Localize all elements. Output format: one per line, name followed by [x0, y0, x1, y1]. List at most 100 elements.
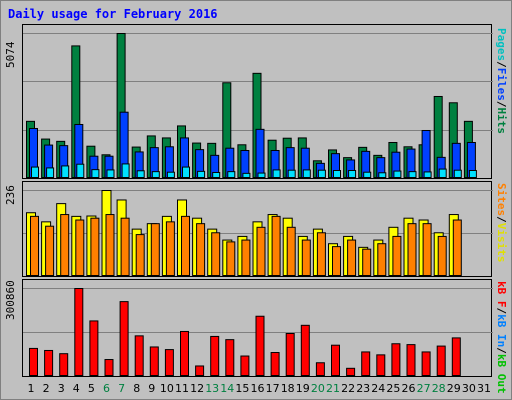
bar-pages-day-18: [287, 169, 296, 178]
kb-chart: [23, 288, 493, 377]
bar-sites-day-29: [452, 219, 462, 276]
bar-sites-day-14: [226, 241, 236, 276]
x-tick-day-3: 3: [57, 382, 65, 395]
bar-sites-day-26: [407, 223, 417, 276]
x-tick-day-28: 28: [431, 382, 446, 395]
bar-pages-day-17: [272, 169, 281, 178]
bar-kbf-day-8: [134, 335, 144, 376]
x-tick-day-15: 15: [235, 382, 250, 395]
kb-panel: [22, 279, 493, 377]
bar-sites-day-12: [196, 223, 206, 276]
bar-kbf-day-18: [285, 333, 295, 376]
bar-sites-day-20: [316, 232, 326, 276]
bar-sites-day-25: [392, 235, 402, 276]
legend-sites: Sites: [495, 183, 508, 217]
bar-pages-day-20: [317, 169, 326, 178]
x-tick-day-16: 16: [250, 382, 265, 395]
bar-kbf-day-12: [195, 365, 205, 376]
bar-sites-day-17: [271, 215, 281, 276]
x-tick-day-6: 6: [103, 382, 110, 395]
bar-pages-day-19: [302, 169, 311, 178]
bar-pages-day-15: [242, 172, 251, 178]
visits-sites-panel: [22, 181, 493, 277]
y-max-label-kb: 300860: [4, 280, 17, 320]
legend-visits: Visits: [495, 222, 508, 263]
bar-sites-day-18: [286, 226, 296, 276]
bar-kbf-day-4: [74, 288, 84, 376]
bar-kbf-day-15: [240, 355, 250, 376]
bar-pages-day-7: [121, 163, 130, 179]
bar-kbf-day-19: [300, 324, 310, 376]
legend-kbin: kB In: [495, 314, 508, 348]
bar-sites-day-11: [181, 215, 190, 276]
bar-sites-day-9: [150, 223, 160, 276]
legend-files: Files: [495, 67, 508, 101]
chart-title: Daily usage for February 2016: [8, 7, 218, 21]
bar-kbf-day-13: [210, 335, 220, 376]
bar-sites-day-1: [30, 215, 39, 276]
bar-kbf-day-9: [149, 346, 159, 377]
visits-sites-chart: [23, 190, 493, 277]
bar-sites-day-16: [256, 226, 266, 276]
bar-kbf-day-14: [225, 339, 235, 376]
bar-pages-day-21: [333, 169, 341, 179]
bar-sites-day-13: [211, 232, 221, 276]
hits-files-pages-panel: [22, 24, 493, 179]
bar-sites-day-6: [105, 214, 115, 276]
bar-pages-day-16: [257, 172, 266, 178]
bar-kbf-day-20: [315, 362, 325, 376]
bar-kbf-day-26: [406, 344, 416, 377]
x-tick-day-29: 29: [446, 382, 461, 395]
bar-files-day-27: [421, 129, 431, 178]
bar-pages-day-11: [182, 166, 190, 179]
bar-sites-day-8: [135, 234, 145, 276]
bar-kbf-day-22: [346, 367, 356, 376]
bar-pages-day-14: [227, 171, 236, 179]
bar-sites-day-27: [422, 223, 432, 276]
bar-pages-day-8: [136, 170, 145, 179]
bar-kbf-day-2: [44, 349, 54, 376]
bar-sites-day-19: [301, 239, 311, 276]
bar-sites-day-22: [347, 239, 357, 276]
bar-sites-day-7: [120, 217, 130, 276]
bar-sites-day-24: [377, 243, 387, 276]
legend-kbf: kB F: [495, 281, 508, 308]
x-tick-day-20: 20: [310, 382, 325, 395]
bar-files-day-16: [255, 128, 265, 178]
legend-hits-files-pages: Pages/Files/Hits: [494, 28, 508, 134]
bar-sites-day-28: [437, 235, 447, 276]
bar-pages-day-12: [197, 170, 206, 178]
bar-pages-day-27: [423, 171, 432, 178]
x-tick-day-12: 12: [190, 382, 205, 395]
legend-sep: /: [495, 347, 508, 354]
bar-kbf-day-3: [59, 353, 69, 376]
bar-pages-day-23: [363, 171, 372, 178]
x-tick-day-18: 18: [280, 382, 295, 395]
bar-sites-day-3: [60, 214, 70, 276]
x-tick-day-21: 21: [326, 382, 340, 395]
bar-pages-day-1: [31, 166, 39, 179]
bar-pages-day-4: [76, 163, 85, 179]
bar-pages-day-30: [468, 169, 477, 179]
x-tick-day-5: 5: [87, 382, 95, 395]
bar-kbf-day-10: [164, 349, 174, 377]
x-tick-day-30: 30: [461, 382, 476, 395]
bar-kbf-day-11: [180, 330, 189, 376]
x-axis-day-labels: 1 2 3 4 5 6 7 8 9 10 11 12 13 14 15 16 17 18 19 20 21 22 23 24 2…: [22, 380, 492, 396]
bar-pages-day-29: [453, 169, 462, 178]
x-tick-day-7: 7: [118, 382, 126, 395]
legend-pages: Pages: [495, 28, 508, 62]
y-max-label-hits: 5074: [4, 41, 17, 69]
x-tick-day-10: 10: [159, 382, 174, 395]
x-tick-day-17: 17: [265, 382, 280, 395]
bar-pages-day-24: [378, 172, 387, 179]
bar-kbf-day-25: [391, 343, 401, 376]
bar-pages-day-2: [46, 167, 55, 178]
bar-pages-day-10: [166, 171, 175, 178]
bar-pages-day-3: [61, 165, 70, 178]
bar-kbf-day-16: [255, 315, 265, 376]
bar-kbf-day-21: [331, 344, 340, 376]
bar-kbf-day-1: [29, 347, 38, 376]
legend-sep: /: [495, 100, 508, 108]
x-tick-day-2: 2: [42, 382, 50, 395]
